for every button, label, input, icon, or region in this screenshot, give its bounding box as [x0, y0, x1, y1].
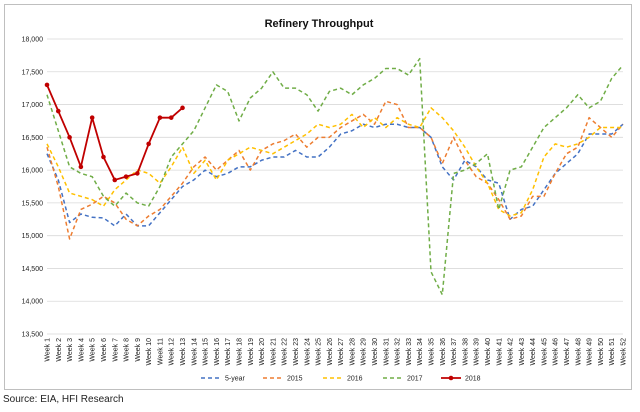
x-tick-label: Week 45: [541, 338, 548, 366]
data-point-2018: [55, 108, 61, 114]
x-tick-label: Week 36: [440, 338, 447, 366]
x-tick-label: Week 47: [564, 338, 571, 366]
x-tick-label: Week 27: [338, 338, 345, 366]
x-tick-label: Week 41: [496, 338, 503, 366]
x-tick-label: Week 40: [485, 338, 492, 366]
legend-label: 2015: [287, 376, 303, 383]
y-tick-label: 17,500: [22, 69, 44, 76]
legend-marker: [448, 375, 454, 381]
y-tick-label: 13,500: [22, 332, 44, 339]
y-tick-label: 14,000: [22, 299, 44, 306]
series-line-2015: [46, 100, 624, 240]
legend-label: 5-year: [225, 376, 246, 383]
x-tick-label: Week 20: [259, 338, 266, 366]
data-point-2018: [168, 115, 174, 120]
x-tick-label: Week 6: [101, 338, 108, 362]
data-point-2018: [101, 154, 106, 160]
x-tick-label: Week 50: [598, 338, 605, 366]
y-tick-label: 18,000: [22, 37, 44, 44]
x-tick-label: Week 34: [417, 338, 424, 366]
x-tick-label: Week 10: [146, 338, 153, 366]
x-tick-label: Week 26: [327, 338, 334, 366]
x-tick-label: Week 17: [225, 338, 232, 366]
x-tick-label: Week 23: [293, 338, 300, 366]
y-axis-ticks: 13,500 14,000 14,500 15,000 15,500 16,000 16,5…: [22, 37, 44, 339]
x-tick-label: Week 12: [169, 338, 176, 366]
x-tick-label: Week 2: [56, 338, 63, 362]
x-tick-label: Week 49: [587, 338, 594, 366]
y-tick-label: 15,000: [22, 233, 44, 240]
x-tick-label: Week 7: [112, 338, 119, 362]
y-tick-label: 16,500: [22, 135, 44, 142]
x-tick-label: Week 33: [406, 338, 413, 366]
data-point-2018: [180, 105, 185, 111]
source-note: Source: EIA, HFI Research: [3, 394, 124, 405]
x-tick-label: Week 25: [316, 338, 323, 366]
x-tick-label: Week 3: [67, 338, 74, 362]
x-tick-label: Week 35: [429, 338, 436, 366]
series-lines: [44, 57, 624, 296]
data-point-2018: [146, 141, 151, 147]
gridlines: [47, 38, 623, 335]
x-tick-label: Week 42: [508, 338, 515, 366]
x-tick-label: Week 31: [383, 338, 390, 366]
series-line-2017: [46, 57, 624, 296]
x-tick-label: Week 8: [124, 338, 131, 362]
x-tick-label: Week 51: [609, 338, 616, 366]
x-tick-label: Week 13: [180, 338, 187, 366]
chart-frame: Refinery Throughput 13,500 14,000 14,500 15…: [4, 4, 632, 390]
x-tick-label: Week 38: [462, 338, 469, 366]
x-tick-label: Week 16: [214, 338, 221, 366]
x-tick-label: Week 28: [349, 338, 356, 366]
x-tick-label: Week 43: [519, 338, 526, 366]
legend-label: 2018: [465, 376, 481, 383]
y-tick-label: 17,000: [22, 102, 44, 109]
x-tick-label: Week 19: [248, 338, 255, 366]
x-tick-label: Week 14: [191, 338, 198, 366]
series-line-5-year: [46, 123, 624, 227]
x-tick-label: Week 46: [553, 338, 560, 366]
x-tick-label: Week 18: [237, 338, 244, 366]
x-tick-label: Week 11: [157, 338, 164, 365]
y-tick-label: 15,500: [22, 200, 44, 207]
series-line-2016: [46, 107, 623, 217]
x-tick-label: Week 37: [451, 338, 458, 366]
data-point-2018: [78, 164, 84, 170]
x-tick-label: Week 21: [270, 338, 277, 366]
data-point-2018: [123, 174, 129, 179]
data-point-2018: [89, 115, 95, 120]
data-point-2018: [157, 115, 163, 120]
chart-title: Refinery Throughput: [265, 18, 374, 30]
x-tick-label: Week 15: [203, 338, 210, 366]
x-tick-label: Week 24: [304, 338, 311, 366]
legend-label: 2016: [347, 376, 363, 383]
x-tick-label: Week 48: [575, 338, 582, 366]
x-tick-label: Week 4: [78, 338, 85, 362]
x-tick-label: Week 9: [135, 338, 142, 362]
x-tick-label: Week 52: [621, 338, 628, 366]
x-tick-label: Week 30: [372, 338, 379, 366]
x-tick-label: Week 1: [45, 338, 52, 362]
data-point-2018: [112, 177, 118, 183]
x-tick-label: Week 29: [361, 338, 368, 366]
legend-label: 2017: [407, 376, 423, 383]
x-tick-label: Week 5: [90, 338, 97, 362]
data-point-2018: [44, 82, 50, 88]
legend: 5-year 2015 2016 2017 2018: [201, 376, 481, 383]
x-tick-label: Week 22: [282, 338, 289, 366]
x-tick-label: Week 32: [395, 338, 402, 366]
y-tick-label: 14,500: [22, 266, 44, 273]
series-line-2018: [46, 84, 184, 181]
data-point-2018: [135, 171, 140, 176]
x-axis-ticks: Week 1 Week 2 Week 3 Week 4 Week 5 Week 6 Week…: [45, 338, 628, 366]
data-point-2018: [67, 135, 72, 140]
y-tick-label: 16,000: [22, 168, 44, 175]
x-tick-label: Week 44: [530, 338, 537, 366]
x-tick-label: Week 39: [474, 338, 481, 366]
line-chart: Refinery Throughput 13,500 14,000 14,500 15…: [22, 18, 628, 383]
